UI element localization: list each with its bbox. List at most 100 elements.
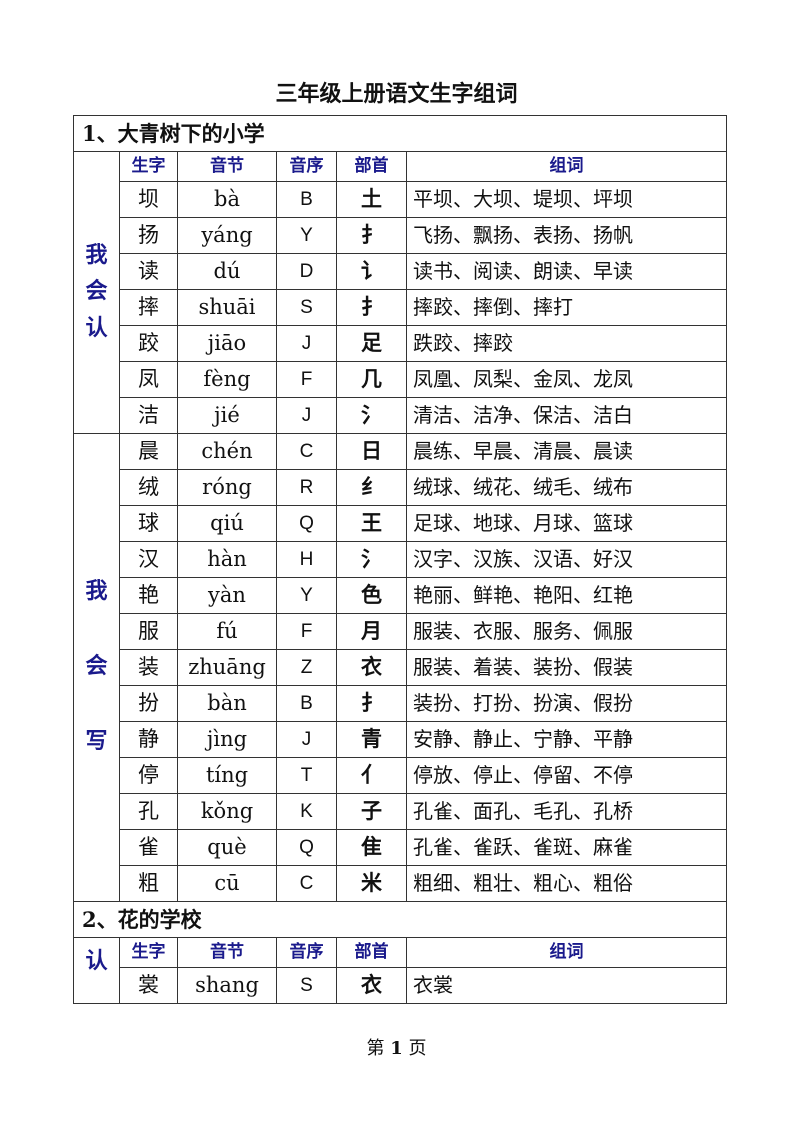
words-cell: 装扮、打扮、扮演、假扮 [406,685,727,722]
table-row: 跤 jiāo J 足跌跤、摔跤 [74,325,727,362]
column-header: 音序 [276,937,337,968]
header-row: 我会认 生字 音节 音序 部首 组词 [73,151,727,434]
table-row: 艳 yàn Y 色艳丽、鲜艳、艳阳、红艳 [74,577,727,614]
character-cell: 艳 [119,577,178,614]
character-cell: 球 [119,505,178,542]
radical-cell: 王 [336,505,407,542]
words-cell: 停放、停止、停留、不停 [406,757,727,794]
column-header: 组词 [406,151,727,182]
initial-cell: S [276,289,337,326]
initial-cell: Y [276,217,337,254]
radical-cell: 月 [336,613,407,650]
radical-cell: 足 [336,325,407,362]
radical-cell: 纟 [336,469,407,506]
words-cell: 足球、地球、月球、篮球 [406,505,727,542]
words-cell: 汉字、汉族、汉语、好汉 [406,541,727,578]
column-header: 生字 [119,151,178,182]
footer-suffix: 页 [408,1038,427,1059]
character-cell: 摔 [119,289,178,326]
column-header: 部首 [336,151,407,182]
radical-cell: 氵 [336,541,407,578]
initial-cell: C [276,865,337,902]
initial-cell: C [276,433,337,470]
pinyin-cell: fú [177,613,277,650]
radical-cell: 日 [336,433,407,470]
words-cell: 服装、着装、装扮、假装 [406,649,727,686]
table-row: 绒 róng R 纟绒球、绒花、绒毛、绒布 [74,469,727,506]
character-cell: 裳 [119,967,178,1004]
group-label-cell: 认 [73,937,120,1004]
table-row: 服 fú F 月服装、衣服、服务、佩服 [74,613,727,650]
table-row: 洁 jié J 氵清洁、洁净、保洁、洁白 [74,397,727,434]
pinyin-cell: tíng [177,757,277,794]
words-cell: 孔雀、面孔、毛孔、孔桥 [406,793,727,830]
character-cell: 读 [119,253,178,290]
words-cell: 飞扬、飘扬、表扬、扬帆 [406,217,727,254]
table-row: 扮 bàn B 扌装扮、打扮、扮演、假扮 [74,685,727,722]
character-cell: 洁 [119,397,178,434]
radical-cell: 土 [336,181,407,218]
radical-cell: 讠 [336,253,407,290]
group-label-cell: 我会写 [73,433,120,902]
radical-cell: 几 [336,361,407,398]
pinyin-cell: bà [177,181,277,218]
initial-cell: B [276,685,337,722]
initial-cell: R [276,469,337,506]
character-cell: 凤 [119,361,178,398]
character-cell: 扮 [119,685,178,722]
pinyin-cell: shang [177,967,277,1004]
initial-cell: J [276,325,337,362]
column-header: 音节 [177,937,277,968]
table-row: 粗 cū C 米粗细、粗壮、粗心、粗俗 [74,865,727,902]
words-cell: 清洁、洁净、保洁、洁白 [406,397,727,434]
table-row: 扬 yáng Y 扌飞扬、飘扬、表扬、扬帆 [74,217,727,254]
initial-cell: Q [276,505,337,542]
table-row: 汉 hàn H 氵汉字、汉族、汉语、好汉 [74,541,727,578]
pinyin-cell: què [177,829,277,866]
table-row: 孔 kǒng K 子孔雀、面孔、毛孔、孔桥 [74,793,727,830]
pinyin-cell: yàn [177,577,277,614]
initial-cell: Y [276,577,337,614]
pinyin-cell: qiú [177,505,277,542]
initial-cell: S [276,967,337,1004]
radical-cell: 米 [336,865,407,902]
column-header: 生字 [119,937,178,968]
character-cell: 汉 [119,541,178,578]
character-cell: 粗 [119,865,178,902]
character-cell: 停 [119,757,178,794]
column-header: 音节 [177,151,277,182]
words-cell: 跌跤、摔跤 [406,325,727,362]
column-header: 音序 [276,151,337,182]
words-cell: 凤凰、凤梨、金凤、龙凤 [406,361,727,398]
initial-cell: Q [276,829,337,866]
character-cell: 坝 [119,181,178,218]
group-label: 认 [85,949,108,974]
pinyin-cell: zhuāng [177,649,277,686]
pinyin-cell: fèng [177,361,277,398]
words-cell: 安静、静止、宁静、平静 [406,721,727,758]
section-heading: 2、花的学校 [73,901,727,938]
column-header: 组词 [406,937,727,968]
table-row: 摔 shuāi S 扌摔跤、摔倒、摔打 [74,289,727,326]
initial-cell: J [276,397,337,434]
words-cell: 晨练、早晨、清晨、晨读 [406,433,727,470]
column-header: 部首 [336,937,407,968]
words-cell: 读书、阅读、朗读、早读 [406,253,727,290]
pinyin-cell: yáng [177,217,277,254]
character-cell: 跤 [119,325,178,362]
character-cell: 扬 [119,217,178,254]
pinyin-cell: jié [177,397,277,434]
pinyin-cell: dú [177,253,277,290]
words-cell: 衣裳 [406,967,727,1004]
section-heading-row: 1、大青树下的小学 [73,115,727,152]
pinyin-cell: jìng [177,721,277,758]
pinyin-cell: shuāi [177,289,277,326]
table-row: 球 qiú Q 王足球、地球、月球、篮球 [74,505,727,542]
table-row: 停 tíng T 亻停放、停止、停留、不停 [74,757,727,794]
pinyin-cell: cū [177,865,277,902]
character-cell: 绒 [119,469,178,506]
table-row: 装 zhuāng Z 衣服装、着装、装扮、假装 [74,649,727,686]
header-row: 认生字 音节 音序 部首 组词 [73,937,727,1004]
character-cell: 装 [119,649,178,686]
radical-cell: 亻 [336,757,407,794]
